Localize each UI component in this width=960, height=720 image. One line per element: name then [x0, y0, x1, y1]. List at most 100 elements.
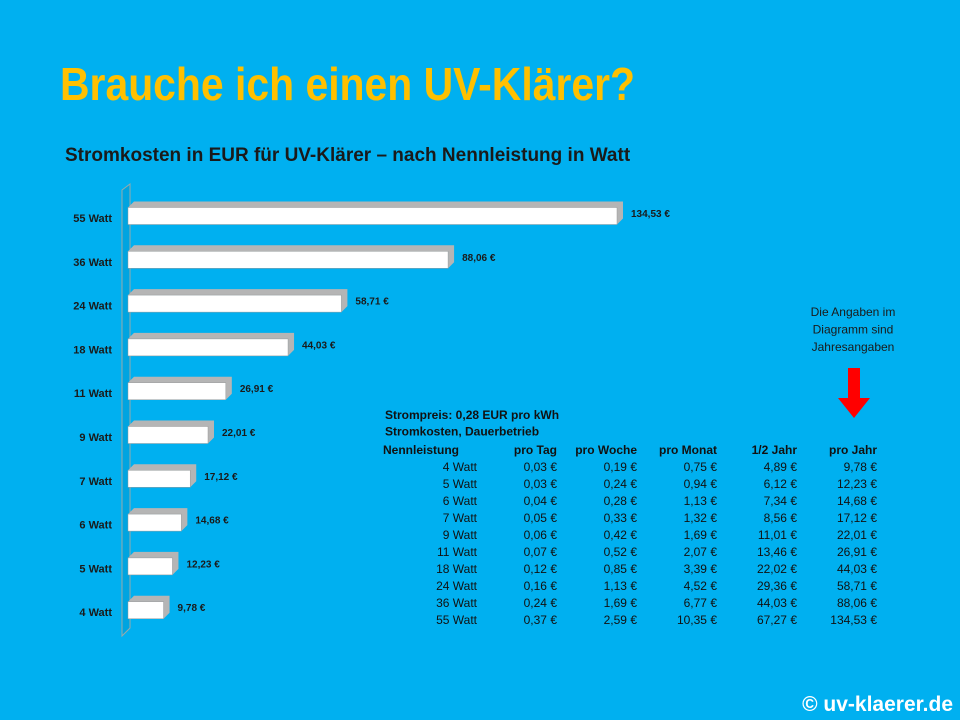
bar [127, 207, 618, 225]
table-cell: 6,12 € [764, 477, 798, 491]
table-cell: 4 Watt [443, 460, 478, 474]
table-cell: 58,71 € [837, 579, 877, 593]
category-label: 55 Watt [73, 213, 112, 225]
table-cell: 11 Watt [437, 545, 478, 559]
table-cell: 3,39 € [684, 562, 718, 576]
table-cell: 0,07 € [524, 545, 558, 559]
bar [127, 470, 191, 488]
value-label: 17,12 € [204, 472, 238, 483]
category-label: 9 Watt [79, 432, 112, 444]
table-cell: 11,01 € [758, 528, 797, 542]
table-cell: 6,77 € [684, 596, 718, 610]
table-header: pro Monat [659, 443, 717, 457]
table-cell: 0,28 € [604, 494, 638, 508]
table-cell: 7,34 € [764, 494, 798, 508]
table-cell: 0,75 € [684, 460, 718, 474]
table-cell: 0,19 € [604, 460, 638, 474]
table-cell: 55 Watt [436, 613, 478, 627]
table-cell: 17,12 € [837, 511, 877, 525]
bar [127, 426, 209, 444]
table-cell: 22,02 € [757, 562, 797, 576]
table-cell: 9,78 € [844, 460, 878, 474]
table-cell: 67,27 € [757, 613, 797, 627]
table-intro: Strompreis: 0,28 EUR pro kWh [385, 408, 559, 422]
table-cell: 2,07 € [684, 545, 718, 559]
table-header: Nennleistung [383, 443, 459, 457]
table-header: pro Woche [575, 443, 637, 457]
chart-title: Stromkosten in EUR für UV-Klärer – nach … [65, 145, 631, 166]
table-cell: 12,23 € [837, 477, 877, 491]
table-cell: 22,01 € [837, 528, 877, 542]
table-cell: 0,04 € [524, 494, 558, 508]
bar [127, 513, 182, 532]
table-cell: 0,05 € [524, 511, 558, 525]
table-cell: 1,69 € [604, 596, 638, 610]
table-cell: 44,03 € [837, 562, 877, 576]
table-cell: 0,03 € [524, 460, 558, 474]
table-cell: 5 Watt [443, 477, 478, 491]
table-cell: 36 Watt [436, 596, 478, 610]
table-cell: 9 Watt [443, 528, 478, 542]
value-label: 14,68 € [195, 516, 229, 527]
table-cell: 0,33 € [604, 511, 638, 525]
value-label: 58,71 € [355, 297, 389, 308]
table-cell: 8,56 € [764, 511, 798, 525]
bar [127, 338, 289, 357]
table-cell: 0,16 € [524, 579, 558, 593]
table-cell: 0,37 € [524, 613, 558, 627]
table-cell: 10,35 € [677, 613, 717, 627]
arrow [838, 368, 870, 418]
table-cell: 0,03 € [524, 477, 558, 491]
table-cell: 4,52 € [684, 579, 718, 593]
value-label: 26,91 € [240, 384, 274, 395]
note: Die Angaben im [811, 305, 896, 319]
category-label: 11 Watt [74, 388, 112, 400]
bar [127, 601, 164, 619]
table-cell: 18 Watt [436, 562, 478, 576]
table-cell: 7 Watt [443, 511, 478, 525]
value-label: 9,78 € [178, 603, 206, 614]
table-cell: 0,12 € [524, 562, 558, 576]
table-cell: 13,46 € [757, 545, 797, 559]
table-cell: 0,52 € [604, 545, 638, 559]
table-cell: 0,06 € [524, 528, 558, 542]
bar [127, 382, 227, 400]
value-label: 22,01 € [222, 428, 256, 439]
value-label: 12,23 € [186, 559, 220, 570]
table-cell: 14,68 € [837, 494, 877, 508]
table-cell: 0,94 € [684, 477, 718, 491]
table-cell: 6 Watt [443, 494, 478, 508]
table-cell: 0,24 € [604, 477, 638, 491]
table-cell: 0,24 € [524, 596, 558, 610]
page-title: Brauche ich einen UV-Klärer? [60, 58, 635, 110]
bar [127, 251, 449, 269]
table-cell: 1,69 € [684, 528, 718, 542]
value-label: 134,53 € [631, 209, 670, 220]
footer: © uv-klaerer.de [802, 693, 953, 716]
category-label: 24 Watt [73, 301, 112, 313]
table-header: pro Jahr [829, 443, 877, 457]
category-label: 7 Watt [79, 476, 112, 488]
table-cell: 134,53 € [830, 613, 877, 627]
table-cell: 0,85 € [604, 562, 638, 576]
value-label: 44,03 € [302, 340, 336, 351]
table-cell: 24 Watt [436, 579, 478, 593]
bar [127, 294, 342, 313]
table-cell: 1,32 € [684, 511, 718, 525]
note: Jahresangaben [812, 340, 895, 354]
note: Diagramm sind [813, 323, 894, 337]
table-cell: 88,06 € [837, 596, 877, 610]
category-label: 18 Watt [73, 344, 112, 356]
table-cell: 1,13 € [684, 494, 718, 508]
table-cell: 26,91 € [837, 545, 877, 559]
category-label: 4 Watt [79, 607, 112, 619]
category-label: 5 Watt [79, 563, 112, 575]
table-cell: 4,89 € [764, 460, 798, 474]
table-cell: 1,13 € [604, 579, 638, 593]
value-label: 88,06 € [462, 253, 496, 264]
table-cell: 0,42 € [604, 528, 638, 542]
table-header: 1/2 Jahr [752, 443, 798, 457]
table-header: pro Tag [514, 443, 557, 457]
category-label: 36 Watt [73, 257, 112, 269]
